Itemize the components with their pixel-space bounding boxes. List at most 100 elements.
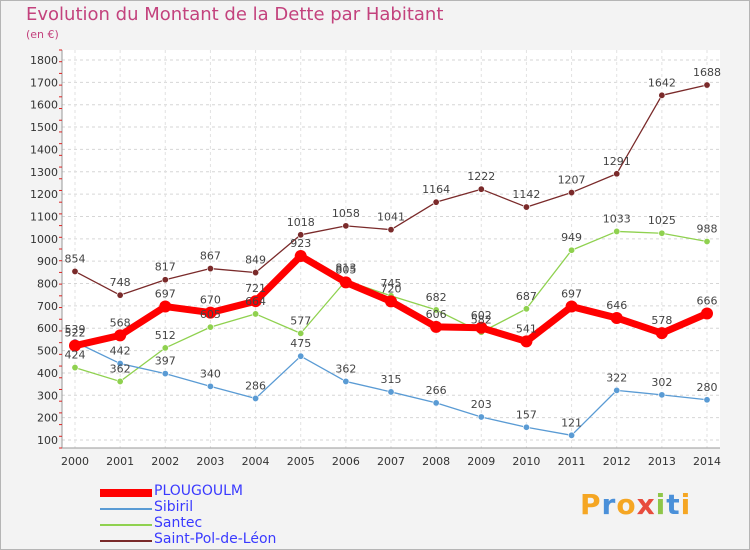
data-point [432,198,440,206]
data-point [385,295,397,308]
y-tick-label: 1500 [30,121,58,134]
data-point [613,386,621,394]
data-label: 280 [697,381,718,394]
x-tick-label: 2008 [422,455,450,468]
y-tick-label: 1100 [30,210,58,223]
data-point [613,170,621,178]
data-label: 646 [606,299,627,312]
logo-letter: r [601,488,617,521]
data-point [69,339,81,352]
y-tick-label: 1700 [30,76,58,89]
data-label: 670 [200,294,221,307]
y-tick-label: 1200 [30,188,58,201]
x-tick-label: 2010 [512,455,540,468]
data-point [658,391,666,399]
data-point [161,344,169,352]
data-point [159,300,172,313]
legend-swatch [100,489,152,497]
data-point [206,323,214,331]
data-point [297,329,305,337]
x-tick-label: 2003 [196,455,224,468]
data-point [116,360,124,368]
data-point [703,238,711,246]
data-label: 1688 [693,66,721,79]
y-tick-label: 400 [37,367,58,380]
data-label: 1033 [603,212,631,225]
x-tick-label: 2013 [648,455,676,468]
data-label: 582 [471,313,492,326]
data-label: 1222 [467,170,495,183]
x-tick-label: 2014 [693,455,721,468]
x-tick-label: 2007 [377,455,405,468]
data-point [432,306,440,314]
data-label: 721 [245,282,266,295]
chart-subtitle: (en €) [26,28,59,41]
data-label: 697 [155,288,176,301]
data-label: 813 [335,262,356,275]
data-label: 397 [155,355,176,368]
data-label: 606 [426,308,447,321]
data-point [658,91,666,99]
data-point [703,81,711,89]
data-label: 577 [290,314,311,327]
x-tick-label: 2002 [151,455,179,468]
y-tick-label: 800 [37,278,58,291]
data-point [71,364,79,372]
data-label: 522 [65,327,86,340]
data-point [252,310,260,318]
data-label: 605 [200,308,221,321]
data-label: 157 [516,408,537,421]
logo-letter: t [666,488,681,521]
data-point [520,335,533,348]
data-point [294,250,307,263]
data-label: 203 [471,398,492,411]
data-point [430,320,443,333]
data-label: 362 [335,362,356,375]
logo-letter: o [616,488,637,521]
data-label: 1041 [377,211,405,224]
data-label: 1207 [558,174,586,187]
x-tick-label: 2000 [61,455,89,468]
data-point [522,423,530,431]
data-label: 286 [245,379,266,392]
data-label: 697 [561,288,582,301]
x-tick-label: 2011 [558,455,586,468]
data-label: 315 [381,373,402,386]
data-label: 362 [110,362,131,375]
data-label: 745 [381,277,402,290]
data-point [613,227,621,235]
x-tick-label: 2005 [287,455,315,468]
data-point [565,300,578,313]
y-tick-label: 200 [37,412,58,425]
y-tick-label: 1400 [30,143,58,156]
data-label: 720 [381,282,402,295]
data-label: 1642 [648,76,676,89]
x-tick-label: 2009 [467,455,495,468]
data-label: 748 [110,276,131,289]
y-tick-label: 900 [37,255,58,268]
data-point [522,203,530,211]
logo-letter: P [580,488,602,521]
data-label: 1018 [287,216,315,229]
data-point [701,307,713,320]
legend-label: Saint-Pol-de-Léon [154,531,277,547]
logo-letter: x [636,488,656,521]
proxiti-logo: Proxiti [580,488,691,521]
data-label: 602 [471,309,492,322]
data-point [703,396,711,404]
legend-swatch [100,524,152,526]
y-tick-label: 500 [37,345,58,358]
data-label: 817 [155,261,176,274]
data-label: 302 [651,376,672,389]
data-point [475,321,488,334]
x-tick-label: 2001 [106,455,134,468]
data-point [387,388,395,396]
data-label: 1142 [512,188,540,201]
data-label: 805 [335,263,356,276]
x-tick-label: 2006 [332,455,360,468]
y-tick-label: 1800 [30,54,58,67]
legend-label: Santec [154,515,203,531]
data-label: 512 [155,329,176,342]
legend-swatch [100,508,152,510]
data-label: 1058 [332,207,360,220]
